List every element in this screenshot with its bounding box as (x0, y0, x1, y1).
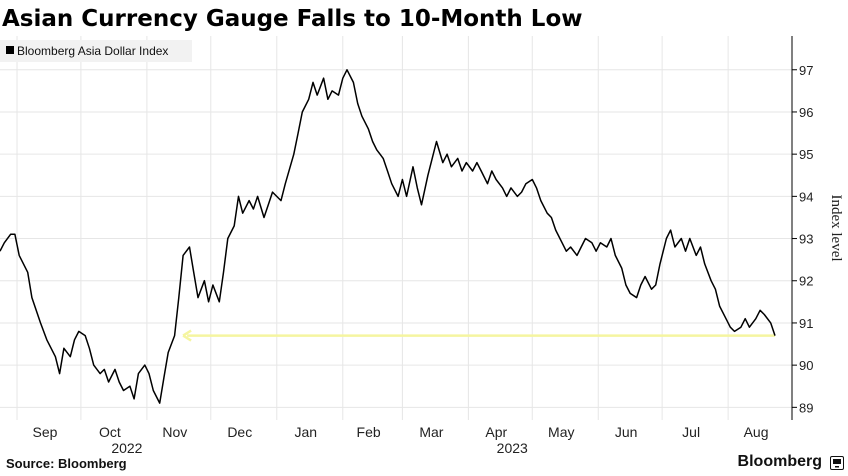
legend-label: Bloomberg Asia Dollar Index (17, 44, 168, 58)
x-tick-label: Aug (744, 424, 769, 440)
bloomberg-terminal-icon (830, 456, 844, 470)
y-tick-label: 97 (799, 63, 813, 78)
x-tick-label: Oct (99, 424, 121, 440)
y-tick-label: 94 (799, 189, 813, 204)
y-tick-label: 89 (799, 400, 813, 415)
legend-box (0, 40, 192, 62)
x-year-label: 2022 (111, 440, 142, 456)
y-tick-label: 91 (799, 316, 813, 331)
x-tick-label: Jun (615, 424, 638, 440)
annotation-arrow-head (182, 329, 192, 342)
y-tick-label: 93 (799, 232, 813, 247)
legend-swatch (6, 46, 14, 54)
x-tick-label: Sep (33, 424, 58, 440)
x-tick-label: May (548, 424, 574, 440)
x-year-label: 2023 (497, 440, 528, 456)
y-tick-label: 95 (799, 147, 813, 162)
x-tick-label: Feb (357, 424, 381, 440)
source-note: Source: Bloomberg (6, 456, 127, 471)
y-tick-label: 96 (799, 105, 813, 120)
y-tick-label: 92 (799, 274, 813, 289)
x-tick-label: Jul (682, 424, 700, 440)
y-axis-label: Index level (828, 194, 844, 261)
x-tick-label: Dec (227, 424, 252, 440)
x-tick-label: Apr (485, 424, 507, 440)
series-line (0, 69, 776, 404)
x-tick-label: Mar (419, 424, 443, 440)
x-tick-label: Jan (294, 424, 317, 440)
chart-title: Asian Currency Gauge Falls to 10-Month L… (2, 6, 583, 32)
brand-wordmark: Bloomberg (737, 453, 822, 470)
x-tick-label: Nov (162, 424, 187, 440)
y-tick-label: 90 (799, 358, 813, 373)
